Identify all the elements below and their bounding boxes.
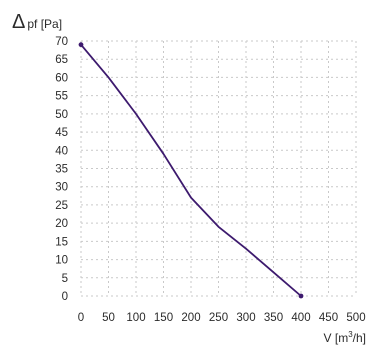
y-tick-label: 50 — [55, 109, 68, 121]
y-tick-label: 35 — [55, 164, 68, 176]
x-axis-label-suffix: /h] — [353, 331, 366, 345]
y-tick-label: 30 — [55, 182, 68, 194]
x-tick-labels: 0 50 100 150 200 250 300 350 400 450 500 — [78, 312, 366, 324]
x-axis-label-sup: 3 — [348, 330, 353, 339]
y-tick-label: 55 — [55, 91, 68, 103]
x-tick-label: 300 — [236, 312, 255, 324]
y-tick-label: 70 — [55, 36, 68, 48]
y-tick-label: 0 — [62, 291, 68, 303]
y-tick-label: 65 — [55, 54, 68, 66]
y-axis-label-text: pf [Pa] — [27, 17, 62, 31]
data-point — [298, 293, 304, 299]
x-tick-label: 350 — [264, 312, 283, 324]
x-tick-label: 150 — [154, 312, 173, 324]
x-axis-label: V [m3/h] — [324, 330, 366, 345]
x-tick-label: 0 — [78, 312, 84, 324]
y-tick-labels: 0 5 10 15 20 25 30 35 40 45 50 55 60 65 70 — [55, 36, 68, 303]
x-tick-label: 500 — [346, 312, 365, 324]
y-tick-label: 60 — [55, 72, 68, 84]
grid — [80, 40, 357, 297]
series-line — [80, 43, 302, 297]
y-tick-label: 5 — [62, 273, 68, 285]
y-axis-symbol: Δ — [12, 11, 25, 33]
y-tick-label: 40 — [55, 145, 68, 157]
x-tick-label: 400 — [291, 312, 310, 324]
y-tick-label: 45 — [55, 127, 68, 139]
y-tick-label: 25 — [55, 200, 68, 212]
x-axis-label-prefix: V [m — [324, 331, 349, 345]
y-tick-label: 20 — [55, 218, 68, 230]
x-tick-label: 200 — [181, 312, 200, 324]
x-tick-label: 100 — [126, 312, 145, 324]
x-tick-label: 250 — [209, 312, 228, 324]
x-tick-label: 50 — [102, 312, 115, 324]
series — [78, 42, 304, 299]
y-tick-label: 10 — [55, 255, 68, 267]
x-tick-label: 450 — [319, 312, 338, 324]
y-tick-label: 15 — [55, 236, 68, 248]
data-point — [78, 42, 84, 48]
